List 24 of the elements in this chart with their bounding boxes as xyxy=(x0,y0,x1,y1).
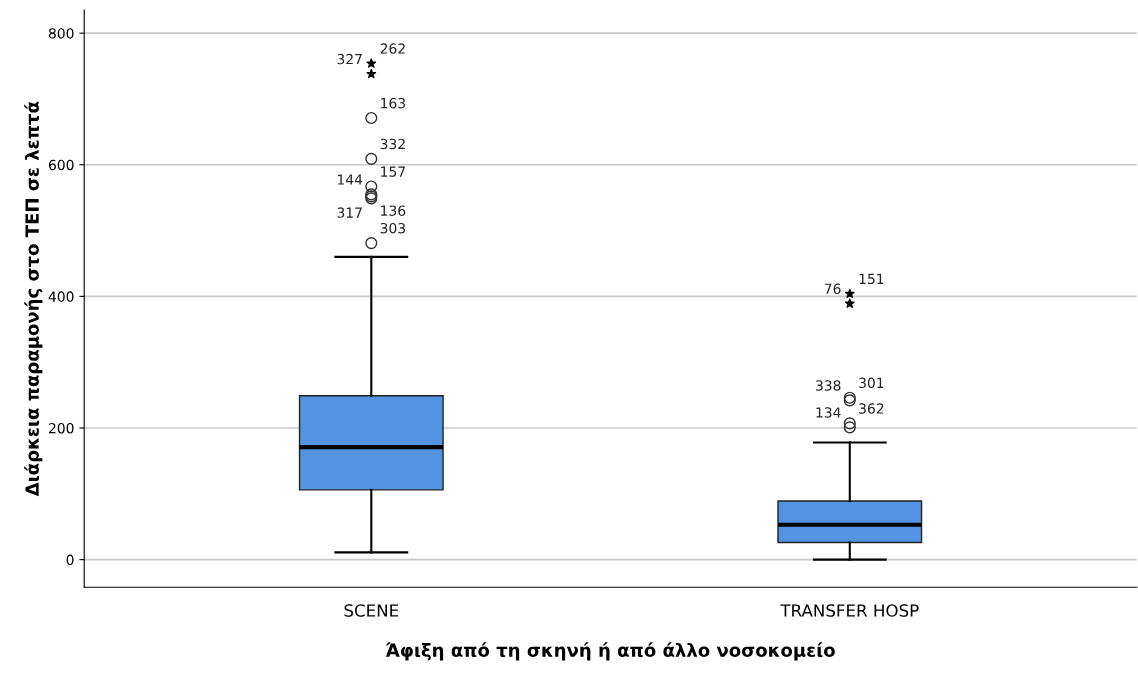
y-tick-label: 0 xyxy=(66,554,74,566)
annotation: 303 xyxy=(380,222,406,234)
y-axis-title: Διάρκεια παραμονής στο ΤΕΠ σε λεπτά xyxy=(24,101,43,497)
y-tick-label: 800 xyxy=(48,28,74,39)
y-tick-label: 600 xyxy=(48,159,74,171)
annotation: 301 xyxy=(859,377,884,389)
annotation: 134 xyxy=(816,407,841,418)
y-tick-label: 200 xyxy=(49,422,74,434)
x-axis-title: Άφιξη από τη σκηνή ή από άλλο νοσοκομείο xyxy=(385,642,835,661)
annotation: 76 xyxy=(824,283,841,294)
y-tick-label: 400 xyxy=(48,291,74,302)
annotation: 332 xyxy=(380,138,405,150)
annotation: 327 xyxy=(337,53,362,65)
annotation: 136 xyxy=(381,205,406,216)
x-tick-label: SCENE xyxy=(344,604,399,617)
annotation: 362 xyxy=(859,403,884,414)
annotation: 157 xyxy=(381,166,405,177)
annotation: 144 xyxy=(337,174,363,185)
annotation: 151 xyxy=(859,273,884,285)
annotation: 338 xyxy=(815,380,841,391)
annotation: 262 xyxy=(380,43,405,54)
x-tick-label: TRANSFER HOSP xyxy=(780,604,919,617)
annotation: 163 xyxy=(381,97,406,109)
annotation: 317 xyxy=(337,207,362,218)
